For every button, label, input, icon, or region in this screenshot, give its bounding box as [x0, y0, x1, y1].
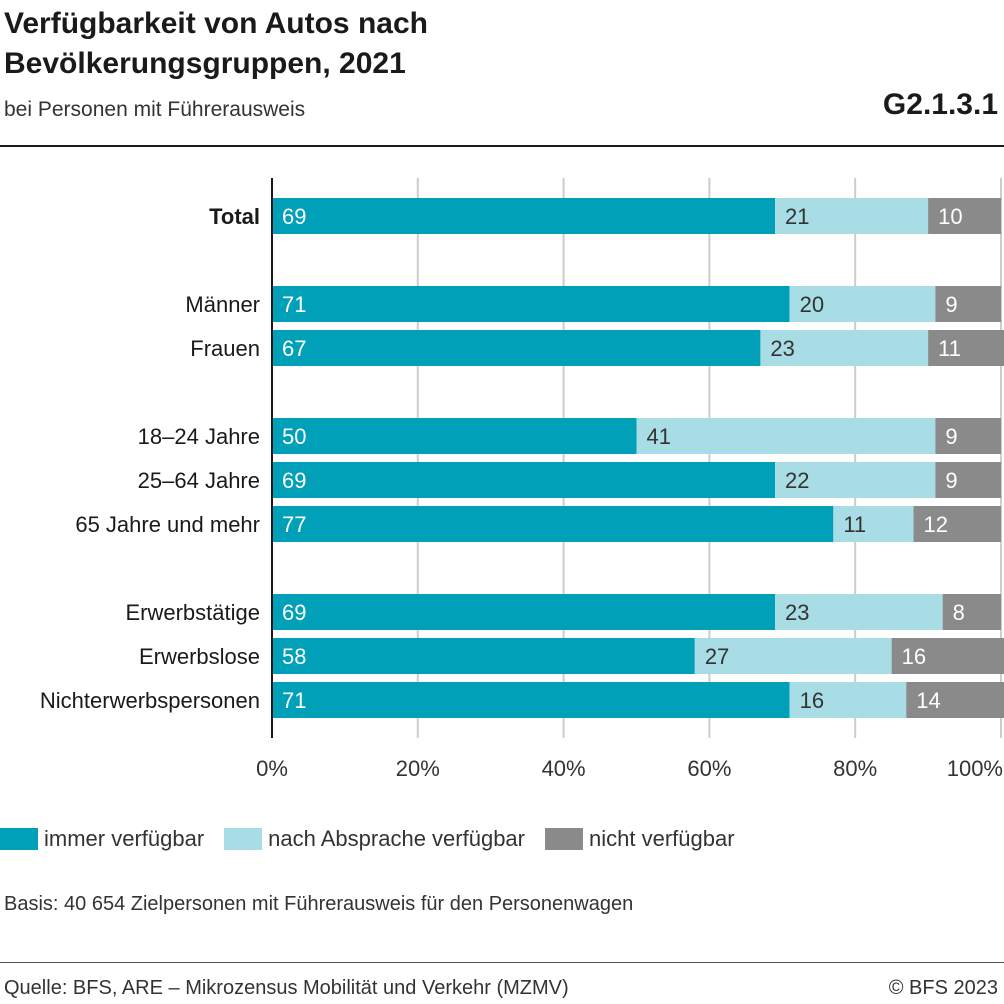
x-tick-label: 100%: [947, 756, 1003, 781]
source-text: Quelle: BFS, ARE – Mikrozensus Mobilität…: [4, 977, 569, 999]
bar-segment: [928, 198, 1001, 234]
bar-segment: [775, 594, 943, 630]
data-label: 11: [843, 512, 866, 537]
chart-code: G2.1.3.1: [882, 88, 998, 121]
data-label: 23: [770, 336, 794, 361]
category-label: 18–24 Jahre: [138, 424, 260, 449]
category-label: Frauen: [190, 336, 260, 361]
x-tick-label: 40%: [542, 756, 586, 781]
bar-segment: [935, 418, 1001, 454]
data-label: 9: [945, 468, 957, 493]
data-label: 12: [924, 512, 948, 537]
data-label: 67: [282, 336, 306, 361]
bar-segment: [272, 418, 637, 454]
data-label: 20: [800, 292, 824, 317]
bar-segment: [935, 462, 1001, 498]
bar-segment: [935, 286, 1001, 322]
bar-segment: [636, 418, 936, 454]
x-tick-label: 60%: [687, 756, 731, 781]
category-label: Nichterwerbspersonen: [40, 688, 260, 713]
bar-segment: [272, 330, 761, 366]
category-label: 65 Jahre und mehr: [75, 512, 260, 537]
data-label: 77: [282, 512, 306, 537]
bar-segment: [775, 198, 929, 234]
bar-segment: [789, 682, 907, 718]
data-label: 11: [938, 336, 961, 361]
header-divider: [0, 145, 1004, 147]
data-label: 21: [785, 204, 809, 229]
data-label: 50: [282, 424, 306, 449]
data-label: 23: [785, 600, 809, 625]
copyright-text: © BFS 2023: [888, 977, 998, 999]
footer-divider: [0, 962, 1004, 963]
data-label: 16: [902, 644, 926, 669]
bar-segment: [272, 506, 834, 542]
x-tick-label: 0%: [256, 756, 288, 781]
bar-segment: [913, 506, 1001, 542]
category-label: Männer: [185, 292, 260, 317]
bar-segment: [789, 286, 936, 322]
data-label: 58: [282, 644, 306, 669]
legend-item-nicht: nicht verfügbar: [545, 826, 735, 852]
data-label: 71: [282, 688, 306, 713]
legend: immer verfügbar nach Absprache verfügbar…: [0, 826, 755, 852]
data-label: 69: [282, 204, 306, 229]
legend-item-immer: immer verfügbar: [0, 826, 204, 852]
bar-segment: [272, 682, 790, 718]
data-label: 14: [916, 688, 940, 713]
category-label: 25–64 Jahre: [138, 468, 260, 493]
base-note: Basis: 40 654 Zielpersonen mit Führeraus…: [4, 893, 634, 915]
chart-title: Verfügbarkeit von Autos nach Bevölkerung…: [4, 7, 428, 80]
bar-segment: [891, 638, 1004, 674]
category-label: Total: [209, 204, 260, 229]
legend-swatch-absprache: [224, 828, 263, 850]
chart-subtitle: bei Personen mit Führerausweis: [4, 98, 306, 121]
data-label: 16: [800, 688, 824, 713]
bar-segment: [272, 594, 776, 630]
data-label: 22: [785, 468, 809, 493]
legend-item-absprache: nach Absprache verfügbar: [224, 826, 525, 852]
data-label: 71: [282, 292, 306, 317]
bar-segment: [906, 682, 1004, 718]
legend-label-nicht: nicht verfügbar: [589, 826, 735, 851]
data-label: 8: [953, 600, 965, 625]
bar-segment: [694, 638, 892, 674]
data-label: 10: [938, 204, 962, 229]
bar-segment: [775, 462, 936, 498]
data-label: 9: [945, 292, 957, 317]
data-label: 41: [647, 424, 671, 449]
legend-swatch-immer: [0, 828, 38, 850]
data-label: 69: [282, 600, 306, 625]
legend-swatch-nicht: [545, 828, 583, 850]
legend-label-absprache: nach Absprache verfügbar: [268, 826, 525, 851]
legend-label-immer: immer verfügbar: [44, 826, 205, 851]
bar-segment: [272, 462, 776, 498]
bar-segment: [833, 506, 914, 542]
category-label: Erwerbslose: [139, 644, 260, 669]
bar-segment: [272, 638, 695, 674]
bar-segment: [928, 330, 1004, 366]
data-label: 69: [282, 468, 306, 493]
stacked-bar-chart: 69 21 10 Total 71 20 9 Männer 67 23 11 Frauen 50 41 9 1…: [40, 178, 1004, 781]
bar-segment: [760, 330, 929, 366]
data-label: 27: [705, 644, 729, 669]
x-tick-label: 80%: [833, 756, 877, 781]
x-tick-label: 20%: [396, 756, 440, 781]
category-label: Erwerbstätige: [125, 600, 260, 625]
bar-segment: [272, 286, 790, 322]
bar-segment: [272, 198, 776, 234]
data-label: 9: [945, 424, 957, 449]
bar-segment: [942, 594, 1001, 630]
